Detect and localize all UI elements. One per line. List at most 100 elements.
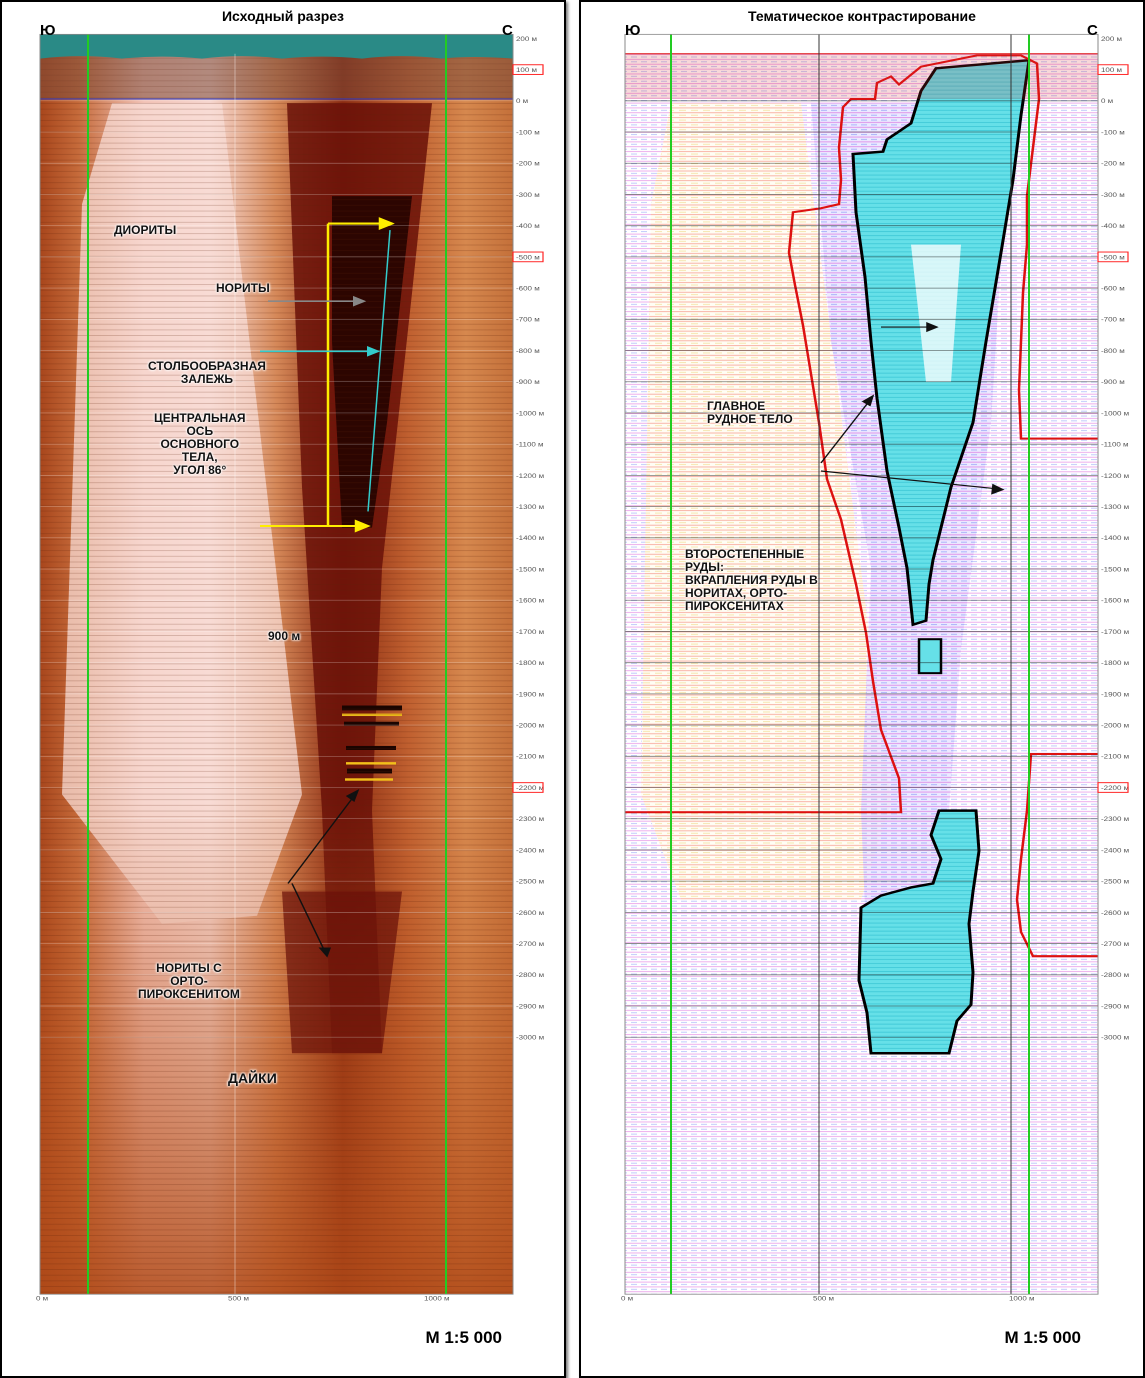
main-ore-body-contour: [851, 58, 1031, 627]
depth-tick-label: -2900 м: [516, 1002, 544, 1010]
highlight-tick-box: [512, 64, 544, 75]
depth-tick-label: -500 м: [516, 253, 540, 261]
depth-tick-label: -2800 м: [516, 971, 544, 979]
central-axis-line: [367, 229, 391, 512]
label-diorites: ДИОРИТЫ: [114, 223, 177, 237]
depth-tick-label: -1600 м: [1101, 596, 1129, 604]
depth-tick-label: -700 м: [516, 316, 540, 324]
depth-tick-label: 200 м: [516, 35, 537, 43]
highlight-tick-box: [1097, 64, 1129, 75]
label-norites-orthopyroxenite: НОРИТЫ С ОРТО- ПИРОКСЕНИТОМ: [138, 961, 240, 1001]
depth-tick-label: -1700 м: [516, 628, 544, 636]
x-tick-label: 1000 м: [424, 1294, 449, 1302]
depth-tick-label: -2100 м: [516, 753, 544, 761]
depth-tick-label: -1900 м: [516, 690, 544, 698]
depth-tick-label: -2200 м: [1101, 784, 1129, 792]
depth-tick-label: -2400 м: [1101, 846, 1129, 854]
depth-tick-label: -2300 м: [1101, 815, 1129, 823]
x-tick-label: 500 м: [813, 1294, 834, 1302]
depth-tick-label: -300 м: [1101, 191, 1125, 199]
depth-tick-label: -600 м: [516, 284, 540, 292]
depth-bracket-900m: [260, 217, 395, 533]
depth-tick-label: -1100 м: [516, 440, 544, 448]
depth-tick-label: -2200 м: [516, 784, 544, 792]
depth-tick-label: -1200 м: [1101, 472, 1129, 480]
depth-tick-label: -900 м: [516, 378, 540, 386]
highlight-tick-box: [1097, 251, 1129, 263]
depth-tick-label: -2300 м: [516, 815, 544, 823]
depth-tick-label: -1300 м: [1101, 503, 1129, 511]
thematic-contrast-panel: 200 м 100 м 0 м -100 м -200 м -300 м -400 м -50…: [579, 0, 1145, 1378]
map-scale: М 1:5 000: [1004, 1328, 1081, 1347]
panel-title: Исходный разрез: [221, 8, 345, 24]
panel-title: Тематическое контрастирование: [748, 8, 976, 24]
original-section-image: 200 м 100 м 0 м -100 м -200 м -300 м -400 м -50…: [36, 33, 544, 1302]
depth-tick-label: -2000 м: [516, 721, 544, 729]
depth-tick-label: -1900 м: [1101, 690, 1129, 698]
depth-tick-label: -2500 м: [516, 877, 544, 885]
thematic-section-image: 200 м 100 м 0 м -100 м -200 м -300 м -400 м -50…: [621, 33, 1129, 1302]
depth-tick-label: -3000 м: [1101, 1033, 1129, 1041]
lower-ore-body-contour: [857, 809, 981, 1055]
depth-tick-label: -1200 м: [516, 472, 544, 480]
depth-tick-label: -1800 м: [516, 659, 544, 667]
depth-tick-label: 0 м: [516, 97, 528, 105]
highlight-tick-box: [512, 251, 544, 263]
depth-tick-label: -800 м: [516, 347, 540, 355]
x-tick-label: 500 м: [228, 1294, 249, 1302]
depth-tick-label: -800 м: [1101, 347, 1125, 355]
label-main-ore-body: ГЛАВНОЕ РУДНОЕ ТЕЛО: [707, 399, 793, 426]
depth-tick-label: -1600 м: [516, 596, 544, 604]
label-dikes: ДАЙКИ: [228, 1070, 277, 1086]
depth-tick-label: -3000 м: [516, 1033, 544, 1041]
depth-tick-label: -100 м: [516, 128, 540, 136]
depth-tick-label: -1000 м: [1101, 409, 1129, 417]
original-section-panel: 200 м 100 м 0 м -100 м -200 м -300 м -400 м -50…: [0, 0, 566, 1378]
depth-tick-label: 200 м: [1101, 35, 1122, 43]
depth-tick-label: -400 м: [1101, 222, 1125, 230]
depth-tick-label: -500 м: [1101, 253, 1125, 261]
depth-tick-label: -1000 м: [516, 409, 544, 417]
depth-tick-label: 100 м: [1101, 66, 1122, 74]
label-900m: 900 м: [268, 629, 301, 643]
depth-tick-label: -1400 м: [516, 534, 544, 542]
depth-tick-label: -300 м: [516, 191, 540, 199]
depth-tick-label: -2600 м: [1101, 909, 1129, 917]
depth-tick-label: -2100 м: [1101, 753, 1129, 761]
depth-tick-label: -2700 м: [516, 940, 544, 948]
depth-tick-label: -2700 м: [1101, 940, 1129, 948]
x-tick-label: 1000 м: [1009, 1294, 1034, 1302]
depth-tick-label: -200 м: [516, 159, 540, 167]
direction-south: Ю: [40, 22, 56, 39]
depth-tick-label: -2000 м: [1101, 721, 1129, 729]
label-central-axis: ЦЕНТРАЛЬНАЯ ОСЬ ОСНОВНОГО ТЕЛА, УГОЛ 86°: [154, 411, 246, 477]
highlight-tick-box: [512, 782, 544, 793]
depth-tick-label: -2600 м: [516, 909, 544, 917]
depth-tick-label: -1400 м: [1101, 534, 1129, 542]
depth-tick-label: -1800 м: [1101, 659, 1129, 667]
depth-tick-label: -2900 м: [1101, 1002, 1129, 1010]
depth-tick-label: -400 м: [516, 222, 540, 230]
depth-tick-label: -1500 м: [516, 565, 544, 573]
x-tick-label: 0 м: [36, 1294, 48, 1302]
depth-tick-label: -2400 м: [516, 846, 544, 854]
label-columnar-deposit: СТОЛБООБРАЗНАЯ ЗАЛЕЖЬ: [148, 359, 266, 386]
depth-tick-label: 100 м: [516, 66, 537, 74]
depth-tick-label: -100 м: [1101, 128, 1125, 136]
depth-tick-label: -700 м: [1101, 316, 1125, 324]
direction-north: С: [502, 22, 513, 39]
depth-tick-label: -1700 м: [1101, 628, 1129, 636]
depth-tick-label: -2800 м: [1101, 971, 1129, 979]
map-scale: М 1:5 000: [425, 1328, 502, 1347]
depth-tick-label: -900 м: [1101, 378, 1125, 386]
depth-tick-label: -1100 м: [1101, 440, 1129, 448]
depth-tick-label: -1500 м: [1101, 565, 1129, 573]
direction-north: С: [1087, 22, 1098, 39]
depth-tick-label: -600 м: [1101, 284, 1125, 292]
depth-tick-label: 0 м: [1101, 97, 1113, 105]
x-tick-label: 0 м: [621, 1294, 633, 1302]
depth-tick-label: -1300 м: [516, 503, 544, 511]
highlight-tick-box: [1097, 782, 1129, 793]
contour-lower-right: [1015, 753, 1098, 958]
label-norites: НОРИТЫ: [216, 281, 270, 295]
